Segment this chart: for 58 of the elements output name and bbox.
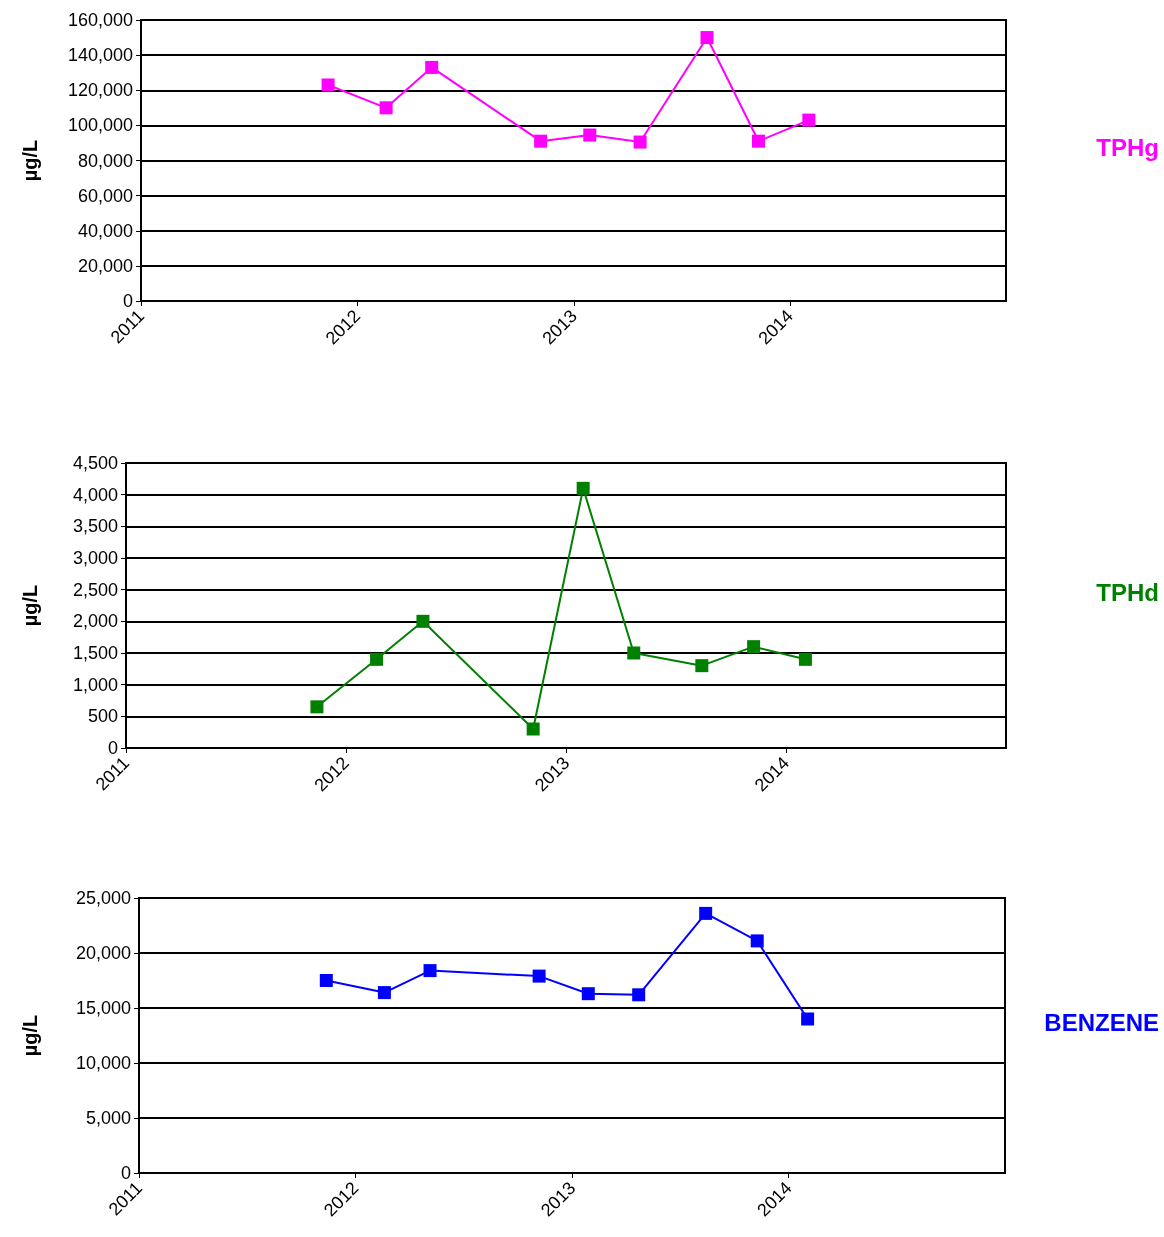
y-tick-label: 10,000 (75, 1053, 131, 1073)
y-axis-title: µg/L (19, 584, 41, 627)
y-tick-label: 0 (122, 291, 133, 311)
y-tick-label: 80,000 (77, 150, 133, 171)
y-tick-label: 20,000 (75, 943, 131, 963)
y-tick-label: 25,000 (75, 888, 131, 908)
point (576, 481, 590, 495)
point (370, 652, 384, 666)
point (802, 113, 816, 127)
text: TPHd (1096, 579, 1160, 606)
point (526, 722, 540, 736)
point (534, 134, 548, 148)
y-tick-label: 4,500 (72, 453, 118, 473)
point (583, 128, 597, 142)
text: BENZENE (1044, 1009, 1160, 1036)
point (801, 1012, 815, 1026)
y-tick-label: 160,000 (67, 10, 133, 30)
y-tick-label: 140,000 (67, 45, 133, 66)
point (581, 987, 595, 1001)
point (319, 974, 333, 987)
y-tick-label: 3,000 (72, 548, 118, 568)
y-tick-label: 20,000 (77, 255, 133, 276)
y-tick-label: 3,500 (72, 516, 118, 537)
y-tick-label: 60,000 (77, 185, 133, 206)
point (321, 78, 335, 92)
point (633, 135, 647, 149)
point (416, 614, 430, 628)
point (699, 906, 713, 920)
point (695, 659, 709, 673)
y-axis-title: µg/L (19, 139, 41, 182)
y-tick-label: 2,000 (72, 611, 118, 632)
y-axis-title: µg/L (19, 1014, 41, 1057)
point (425, 60, 439, 74)
y-tick-label: 100,000 (67, 115, 133, 136)
point (752, 134, 766, 148)
text: TPHg (1096, 134, 1160, 161)
y-tick-label: 0 (107, 738, 118, 758)
point (632, 988, 646, 1002)
point (747, 640, 761, 654)
point (700, 31, 714, 45)
point (377, 986, 391, 1000)
y-tick-label: 500 (87, 706, 118, 727)
y-tick-label: 1,500 (72, 643, 118, 663)
y-tick-label: 1,000 (72, 674, 118, 695)
point (750, 934, 764, 948)
point (532, 969, 546, 983)
point (310, 700, 324, 714)
point (798, 652, 812, 666)
point (379, 101, 393, 115)
point (423, 964, 437, 978)
y-tick-label: 120,000 (67, 80, 133, 101)
y-tick-label: 0 (120, 1163, 131, 1183)
y-tick-label: 2,500 (72, 579, 118, 600)
y-tick-label: 15,000 (75, 998, 131, 1018)
y-tick-label: 5,000 (85, 1108, 131, 1128)
y-tick-label: 40,000 (77, 220, 133, 241)
y-tick-label: 4,000 (72, 484, 118, 505)
point (627, 646, 641, 660)
